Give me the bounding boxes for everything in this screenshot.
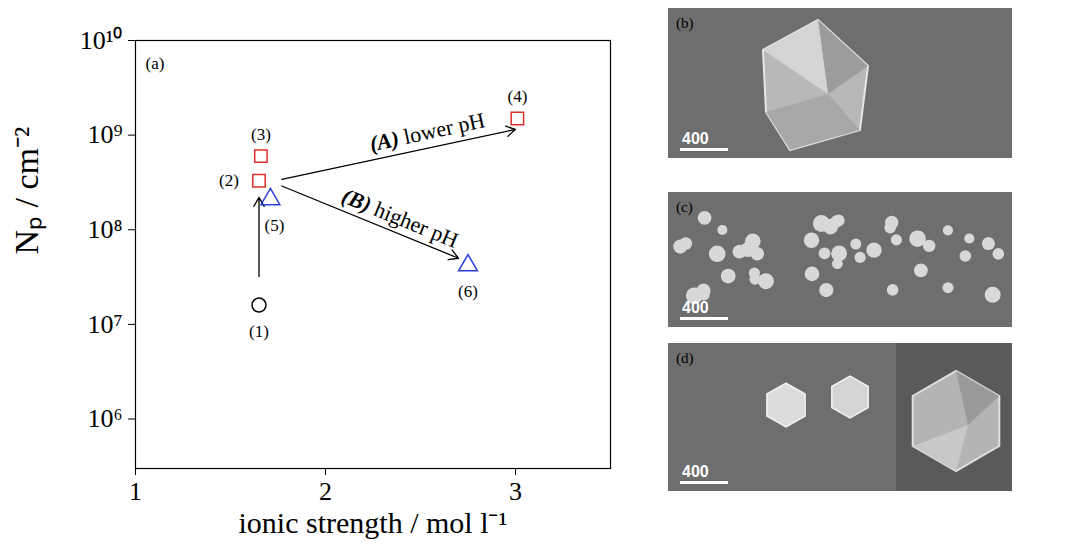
svg-text:(d): (d) [676,350,694,367]
svg-text:10⁷: 10⁷ [87,310,122,339]
svg-text:(b): (b) [676,15,694,32]
svg-text:(5): (5) [264,216,284,235]
svg-text:10⁸: 10⁸ [87,215,122,244]
svg-text:10¹⁰: 10¹⁰ [80,26,123,55]
svg-text:lower pH: lower pH [396,107,487,150]
svg-text:(2): (2) [219,171,239,190]
svg-text:ionic strength / mol l⁻¹: ionic strength / mol l⁻¹ [239,506,508,539]
svg-text:400: 400 [682,130,709,147]
svg-text:(1): (1) [249,322,269,341]
svg-text:2: 2 [319,477,332,506]
svg-text:400: 400 [682,463,709,480]
svg-text:(4): (4) [507,87,527,106]
svg-text:(3): (3) [251,125,271,144]
svg-text:(6): (6) [458,282,478,301]
svg-text:(c): (c) [676,199,693,216]
svg-text:(A): (A) [367,125,402,157]
svg-text:(B): (B) [338,183,376,218]
svg-text:1: 1 [129,477,142,506]
svg-text:400: 400 [682,299,709,316]
svg-text:10⁹: 10⁹ [87,120,122,149]
svg-text:3: 3 [509,477,522,506]
svg-text:10⁶: 10⁶ [87,404,122,433]
svg-text:higher pH: higher pH [366,194,463,253]
svg-text:(a): (a) [146,54,165,73]
svg-text:Nₚ / cm⁻²: Nₚ / cm⁻² [8,127,47,255]
